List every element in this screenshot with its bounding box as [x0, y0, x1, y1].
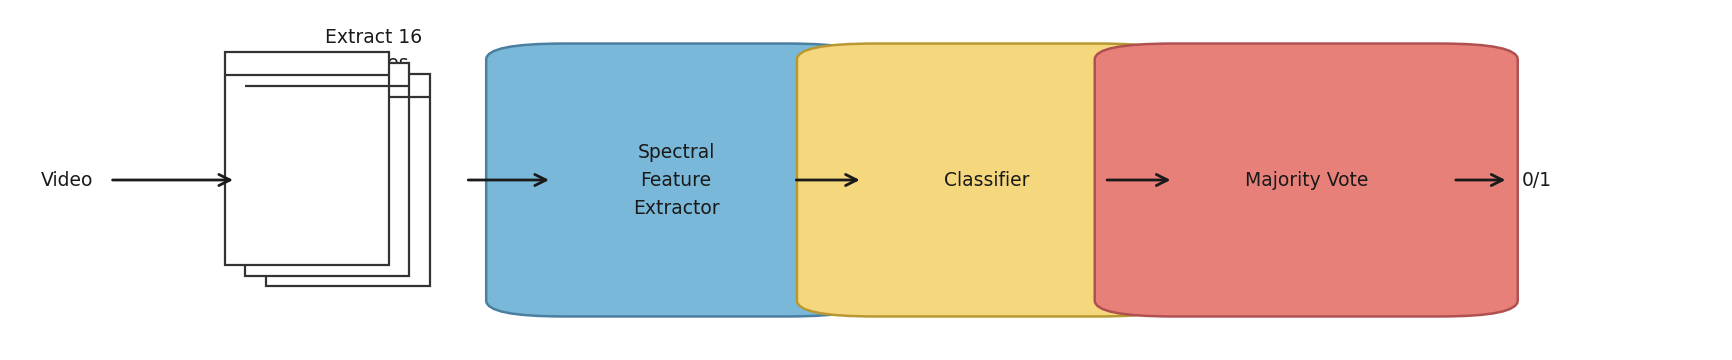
Text: Extract 16
Frames: Extract 16 Frames: [326, 28, 423, 73]
Text: 0/1: 0/1: [1522, 171, 1552, 189]
FancyBboxPatch shape: [246, 63, 409, 276]
Text: Classifier: Classifier: [944, 171, 1029, 189]
Text: Spectral
Feature
Extractor: Spectral Feature Extractor: [632, 143, 719, 217]
FancyBboxPatch shape: [487, 44, 866, 316]
Text: Majority Vote: Majority Vote: [1245, 171, 1368, 189]
Text: Video: Video: [42, 171, 94, 189]
FancyBboxPatch shape: [797, 44, 1176, 316]
FancyBboxPatch shape: [267, 74, 430, 286]
FancyBboxPatch shape: [1095, 44, 1517, 316]
FancyBboxPatch shape: [225, 53, 388, 265]
